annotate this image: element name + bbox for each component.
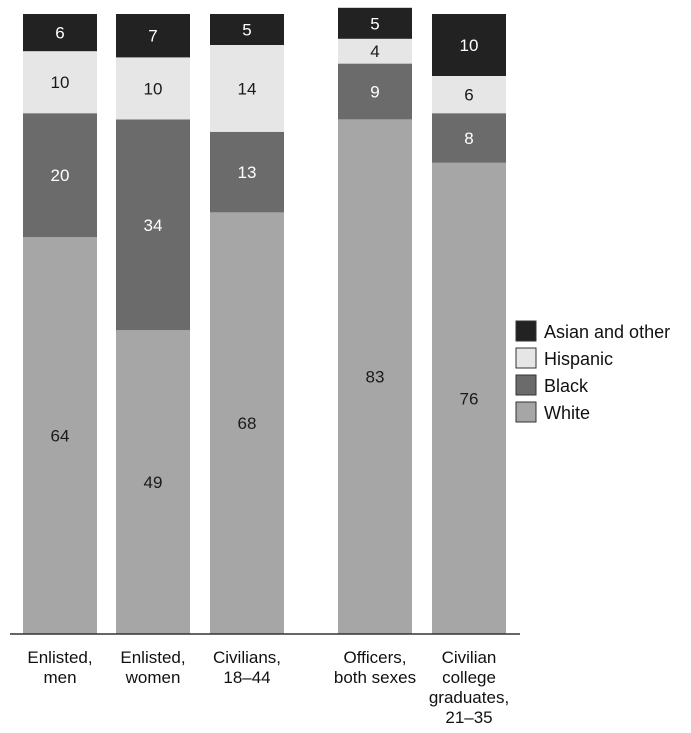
data-label: 10: [51, 73, 70, 92]
category-label: Enlisted, women: [120, 648, 185, 687]
category-label-line: college: [442, 668, 496, 687]
legend-swatch: [515, 374, 537, 396]
data-label: 68: [238, 414, 257, 433]
data-label: 6: [55, 24, 64, 43]
data-label: 20: [51, 166, 70, 185]
data-label: 5: [242, 21, 251, 40]
category-label-line: 18–44: [223, 668, 270, 687]
category-label-line: women: [125, 668, 181, 687]
legend: Asian and other Hispanic Black White: [515, 320, 670, 423]
bar-segment: [338, 7, 412, 39]
data-label: 9: [370, 83, 379, 102]
bar-segment: [116, 14, 190, 58]
bar-segment: [23, 51, 97, 114]
bar-segment: [23, 237, 97, 634]
category-label: Enlisted, men: [27, 648, 92, 687]
category-label-line: Civilians,: [213, 648, 281, 667]
bar-segment: [338, 63, 412, 120]
legend-label: Black: [544, 376, 589, 396]
bar-segment: [23, 14, 97, 52]
bar-segment: [210, 212, 284, 634]
category-label-line: men: [43, 668, 76, 687]
data-label: 14: [238, 79, 257, 98]
legend-swatch: [515, 401, 537, 423]
bar-segment: [116, 330, 190, 634]
data-label: 76: [460, 389, 479, 408]
bar-segment: [210, 14, 284, 45]
category-label: Civilians, 18–44: [213, 648, 281, 687]
data-label: 64: [51, 427, 70, 446]
data-label: 7: [148, 27, 157, 46]
data-label: 13: [238, 163, 257, 182]
bar-segment: [210, 45, 284, 132]
category-label-line: graduates,: [429, 688, 509, 707]
legend-swatch: [515, 320, 537, 342]
bar-segment: [432, 113, 506, 163]
legend-label: White: [544, 403, 590, 423]
legend-swatch: [515, 347, 537, 369]
bar-segment: [432, 76, 506, 114]
data-label: 6: [464, 86, 473, 105]
bar-segment: [338, 38, 412, 64]
legend-label: Hispanic: [544, 349, 613, 369]
category-label-line: Enlisted,: [120, 648, 185, 667]
legend-label: Asian and other: [544, 322, 670, 342]
data-label: 4: [370, 42, 379, 61]
category-label: Officers, both sexes: [334, 648, 416, 687]
bar-segment: [23, 113, 97, 238]
data-label: 8: [464, 129, 473, 148]
bar-segment: [432, 14, 506, 76]
data-label: 49: [144, 473, 163, 492]
category-label-line: Officers,: [344, 648, 407, 667]
category-label-line: Civilian: [442, 648, 497, 667]
data-label: 10: [460, 36, 479, 55]
data-label: 5: [370, 14, 379, 33]
category-label-line: Enlisted,: [27, 648, 92, 667]
data-label: 34: [144, 216, 163, 235]
bar-segment: [116, 57, 190, 120]
category-label-line: both sexes: [334, 668, 416, 687]
bar-segment: [432, 162, 506, 635]
data-label: 83: [366, 368, 385, 387]
data-label: 10: [144, 79, 163, 98]
bar-segment: [210, 131, 284, 213]
category-label: Civilian college graduates, 21–35: [429, 648, 509, 727]
bar-segment: [116, 119, 190, 331]
bar-segment: [338, 119, 412, 634]
category-label-line: 21–35: [445, 708, 492, 727]
